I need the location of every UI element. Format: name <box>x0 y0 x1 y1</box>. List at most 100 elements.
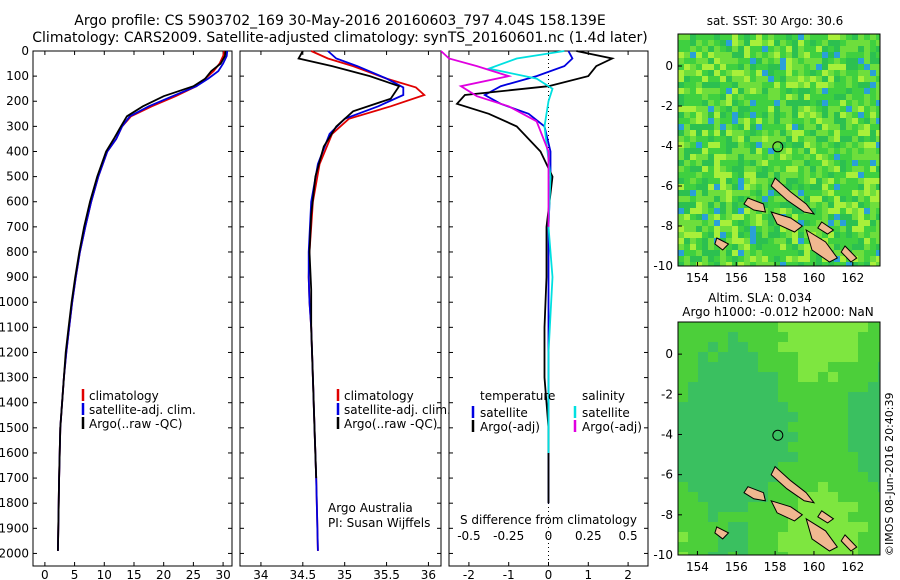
map-cell <box>828 52 834 58</box>
y-tick-label: 0 <box>21 44 29 58</box>
map-cell <box>804 136 810 142</box>
map-cell <box>786 148 792 154</box>
map-cell <box>750 52 756 58</box>
map-cell <box>708 34 714 40</box>
map-cell <box>708 64 714 70</box>
map-cell <box>810 118 816 124</box>
map-cell <box>690 262 696 266</box>
map-cell <box>828 250 834 256</box>
map-cell <box>834 154 840 160</box>
map-cell <box>848 492 858 502</box>
map-cell <box>876 160 880 166</box>
map-cell <box>858 472 868 482</box>
map-cell <box>840 262 846 266</box>
map-cell <box>698 362 708 372</box>
map-cell <box>810 82 816 88</box>
map-cell <box>868 412 878 422</box>
map-cell <box>852 226 858 232</box>
map-cell <box>714 262 720 266</box>
map-cell <box>748 532 758 542</box>
map-cell <box>780 208 786 214</box>
map-cell <box>678 106 684 112</box>
map-cell <box>744 118 750 124</box>
map-cell <box>828 106 834 112</box>
map-cell <box>732 46 738 52</box>
map-cell <box>808 442 818 452</box>
map-cell <box>798 542 808 552</box>
map-cell <box>868 542 878 552</box>
map-cell <box>750 256 756 262</box>
map-cell <box>750 196 756 202</box>
series-line-argo_magenta <box>440 50 550 227</box>
map-cell <box>748 422 758 432</box>
map-cell <box>818 482 828 492</box>
map-cell <box>798 262 804 266</box>
map-cell <box>788 362 798 372</box>
map-cell <box>756 202 762 208</box>
map-cell <box>816 220 822 226</box>
map-cell <box>816 250 822 256</box>
map-cell <box>818 422 828 432</box>
map-cell <box>714 178 720 184</box>
map-cell <box>744 52 750 58</box>
map-cell <box>870 208 876 214</box>
map-cell <box>828 154 834 160</box>
map-cell <box>762 136 768 142</box>
map-cell <box>810 178 816 184</box>
map-cell <box>848 362 858 372</box>
map-y-tick-label: -2 <box>661 387 673 401</box>
map-cell <box>678 124 684 130</box>
map-cell <box>678 502 688 512</box>
map-cell <box>810 52 816 58</box>
map-x-tick-label: 154 <box>686 560 709 574</box>
map-cell <box>868 372 878 382</box>
map-cell <box>696 148 702 154</box>
map-cell <box>852 154 858 160</box>
map-cell <box>728 392 738 402</box>
map-cell <box>870 40 876 46</box>
map-cell <box>834 112 840 118</box>
map-cell <box>834 178 840 184</box>
map-cell <box>768 52 774 58</box>
map-cell <box>816 112 822 118</box>
map-cell <box>876 34 880 40</box>
map-cell <box>852 124 858 130</box>
map-cell <box>852 178 858 184</box>
map-cell <box>870 136 876 142</box>
map-cell <box>792 40 798 46</box>
map-cell <box>816 136 822 142</box>
map-cell <box>798 202 804 208</box>
map-cell <box>864 196 870 202</box>
map-cell <box>840 244 846 250</box>
map-cell <box>762 88 768 94</box>
map-cell <box>816 160 822 166</box>
map-cell <box>834 82 840 88</box>
map-cell <box>786 136 792 142</box>
map-cell <box>684 70 690 76</box>
map-cell <box>774 52 780 58</box>
map-cell <box>768 226 774 232</box>
map-cell <box>762 58 768 64</box>
map-cell <box>696 46 702 52</box>
map-cell <box>840 136 846 142</box>
map-cell <box>876 136 880 142</box>
map-x-tick-label: 162 <box>841 271 864 285</box>
map-cell <box>714 64 720 70</box>
map-cell <box>864 250 870 256</box>
map-cell <box>870 118 876 124</box>
map-cell <box>864 100 870 106</box>
map-cell <box>738 232 744 238</box>
map-cell <box>848 422 858 432</box>
map-cell <box>696 64 702 70</box>
map-cell <box>688 382 698 392</box>
map-cell <box>780 124 786 130</box>
map-cell <box>726 166 732 172</box>
map-cell <box>786 130 792 136</box>
map-cell <box>684 244 690 250</box>
map-cell <box>828 160 834 166</box>
map-cell <box>798 100 804 106</box>
map-cell <box>732 244 738 250</box>
map-cell <box>780 184 786 190</box>
series-line-argo <box>297 50 401 479</box>
map-cell <box>774 250 780 256</box>
